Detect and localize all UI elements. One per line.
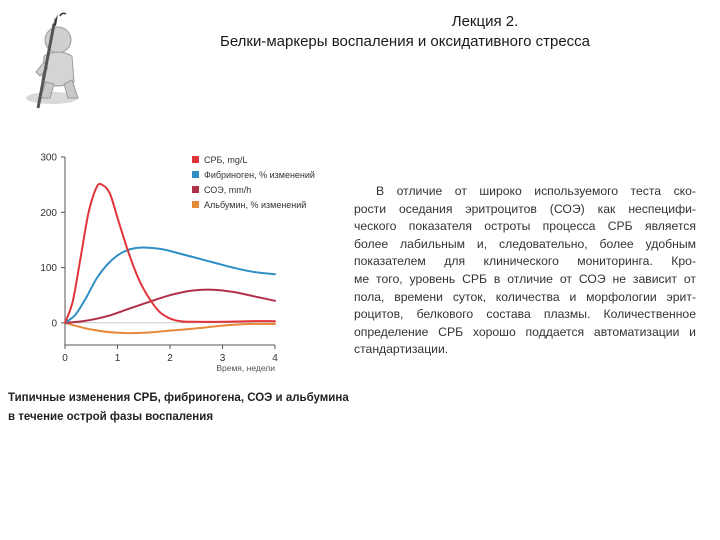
legend-swatch-albumin [192,201,199,208]
x-axis-label: Время, недели [216,363,275,373]
legend-label-fibrinogen: Фибриноген, % изменений [204,170,315,180]
y-tick-label: 100 [40,263,57,274]
body-text-line: ческого показателя остроты процесса СРБ … [354,219,696,234]
chart-series [64,182,276,335]
series-line-crp [64,182,276,324]
x-tick-label: 0 [62,353,68,364]
legend-label-esr: СОЭ, mm/h [204,185,251,195]
series-line-esr [64,288,276,324]
x-tick-label: 2 [167,353,173,364]
body-text-line: пола, времени суток, количества и морфол… [354,289,696,304]
legend-label-crp: СРБ, mg/L [204,155,247,165]
y-tick-label: 0 [51,318,57,329]
legend-swatch-esr [192,186,199,193]
lecture-title: Белки-маркеры воспаления и оксидативного… [219,33,591,50]
caption-line-1: Типичные изменения СРБ, фибриногена, СОЭ… [8,392,349,404]
x-tick-label: 4 [272,353,278,364]
body-text-line: В отличие от широко используемого теста … [376,184,696,198]
body-text-line: стандартизации. [354,342,449,357]
body-text-line: определение СРБ хорошо поддается автомат… [354,324,696,339]
body-text-line: роцитов, белкового состава плазмы. Колич… [354,307,696,322]
body-text-line: ме того, уровень СРБ в отличие от СОЭ не… [354,271,696,286]
series-line-albumin [64,321,276,335]
body-text: В отличие от широко используемого теста … [354,183,696,359]
chart-caption: Типичные изменения СРБ, фибриногена, СОЭ… [8,389,358,427]
y-tick-label: 200 [40,208,57,219]
series-line-fibrinogen [64,246,276,324]
chart-legend: СРБ, mg/L Фибриноген, % изменений СОЭ, mm/… [192,155,315,210]
legend-swatch-crp [192,156,199,163]
body-text-line: рости оседания эритроцитов (СОЭ) как нес… [354,201,696,216]
legend-label-albumin: Альбумин, % изменений [204,200,306,210]
figure-with-pencil-icon [26,12,79,109]
x-tick-label: 3 [220,353,226,364]
lecture-number: Лекция 2. [451,13,519,30]
body-text-line: более лабильным и, следовательно, более … [354,236,696,251]
caption-line-2: в течение острой фазы воспаления [8,411,214,423]
x-tick-label: 1 [115,353,121,364]
body-text-line: показателем для клинического мониторинга… [354,254,696,269]
legend-swatch-fibrinogen [192,171,199,178]
y-tick-label: 300 [40,153,57,164]
slide-header: Лекция 2. Белки-маркеры воспаления и окс… [150,12,660,52]
